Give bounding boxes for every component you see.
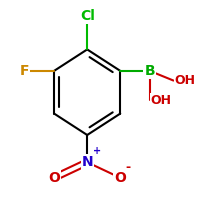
- Text: Cl: Cl: [80, 9, 95, 23]
- Text: -: -: [126, 161, 131, 174]
- Text: OH: OH: [174, 74, 195, 87]
- Text: O: O: [114, 171, 126, 185]
- Text: N: N: [81, 155, 93, 169]
- Text: F: F: [20, 64, 30, 78]
- Text: O: O: [48, 171, 60, 185]
- Text: OH: OH: [151, 94, 172, 106]
- Text: +: +: [93, 146, 101, 156]
- Text: B: B: [144, 64, 155, 78]
